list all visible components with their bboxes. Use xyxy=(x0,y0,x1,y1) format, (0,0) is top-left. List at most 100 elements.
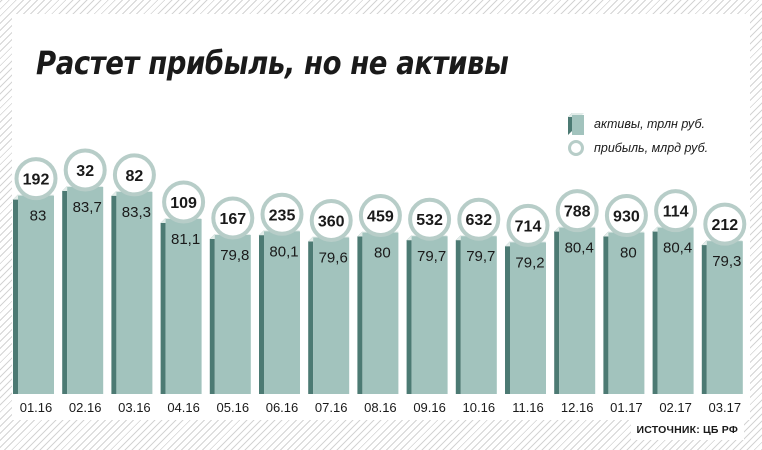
bar-value-label: 79,3 xyxy=(712,253,741,270)
bar-side xyxy=(357,231,363,394)
bar-side xyxy=(455,235,461,394)
bar-group: 83 xyxy=(13,194,54,394)
x-tick-label: 08.16 xyxy=(364,400,397,415)
profit-value-label: 212 xyxy=(711,217,738,234)
profit-circle xyxy=(211,196,255,240)
profit-value-label: 82 xyxy=(126,168,144,185)
bar-side xyxy=(13,194,18,394)
bar-group: 80,4 xyxy=(554,226,596,394)
bar-swatch-icon xyxy=(568,113,584,135)
bar-group: 79,7 xyxy=(406,235,448,394)
profit-circle xyxy=(604,194,648,238)
profit-circle xyxy=(358,194,402,238)
profit-circle xyxy=(703,202,747,246)
bar xyxy=(706,241,743,394)
profit-value-label: 788 xyxy=(564,204,591,221)
x-tick-label: 09.16 xyxy=(413,400,446,415)
profit-circle xyxy=(555,189,599,233)
bar-side xyxy=(111,190,117,394)
profit-value-label: 167 xyxy=(219,211,246,228)
bar xyxy=(608,232,645,394)
x-tick-label: 01.16 xyxy=(20,400,53,415)
bar-group: 80,4 xyxy=(652,226,694,394)
x-tick-label: 03.17 xyxy=(709,400,742,415)
bar-side xyxy=(603,231,609,394)
x-tick-label: 04.16 xyxy=(167,400,200,415)
circle-swatch-icon xyxy=(568,140,584,156)
profit-value-label: 930 xyxy=(613,209,640,226)
bar xyxy=(116,191,153,394)
bar xyxy=(460,236,497,394)
bar-group: 80 xyxy=(357,231,399,394)
bar-group: 80 xyxy=(603,231,645,394)
profit-value-label: 459 xyxy=(367,209,394,226)
profit-circle xyxy=(63,148,107,192)
bar-group: 80,1 xyxy=(259,230,300,394)
x-tick-label: 06.16 xyxy=(266,400,299,415)
x-axis-svg: 01.16 02.16 03.16 04.16 05.16 06.16 07.16 08.16… xyxy=(20,400,742,415)
legend-item-assets: активы, трлн руб. xyxy=(568,113,705,135)
profit-value-label: 360 xyxy=(318,213,345,230)
bar-group: 83,3 xyxy=(111,190,153,394)
bar-side xyxy=(505,241,510,394)
bar xyxy=(657,227,694,394)
bar-side xyxy=(209,234,215,394)
x-tick-label: 12.16 xyxy=(561,400,594,415)
bar-side xyxy=(160,218,166,394)
bar-value-label: 83,3 xyxy=(122,204,151,221)
bar-side xyxy=(62,186,68,394)
profit-circle xyxy=(654,189,698,233)
bar-value-label: 80,1 xyxy=(269,243,298,260)
profit-marker: 109 xyxy=(162,180,206,224)
legend-label-assets: активы, трлн руб. xyxy=(594,117,705,131)
profit-marker: 360 xyxy=(309,198,353,242)
x-axis-band: 01.16 02.16 03.16 04.16 05.16 06.16 07.16 08.16… xyxy=(12,394,750,420)
bar-value-label: 79,6 xyxy=(319,249,348,266)
profit-marker: 235 xyxy=(260,192,304,236)
profit-marker: 459 xyxy=(358,194,402,238)
profit-circle xyxy=(506,203,550,247)
bar-value-label: 79,7 xyxy=(417,248,446,265)
profit-circle xyxy=(457,197,501,241)
chart-svg: 83 83,7 83,3 81,1 79,8 80,1 79,6 80 79,7 79,7 79,2… xyxy=(13,148,747,394)
profit-value-label: 109 xyxy=(170,195,197,212)
bar-value-label: 80 xyxy=(620,245,637,262)
bar-group: 81,1 xyxy=(160,218,202,394)
bar-value-label: 80,4 xyxy=(565,240,594,257)
x-tick-label: 02.16 xyxy=(69,400,102,415)
profit-value-label: 714 xyxy=(515,218,542,235)
bar-side xyxy=(652,226,658,394)
profit-marker: 192 xyxy=(14,157,58,201)
profit-value-label: 235 xyxy=(269,207,296,224)
x-tick-label: 02.17 xyxy=(659,400,692,415)
bar-value-label: 79,7 xyxy=(466,248,495,265)
x-tick-label: 01.17 xyxy=(610,400,643,415)
bar-value-label: 80,4 xyxy=(663,240,692,257)
profit-circle xyxy=(408,197,452,241)
profit-circle xyxy=(162,180,206,224)
bar xyxy=(411,236,448,394)
profit-marker: 632 xyxy=(457,197,501,241)
profit-value-label: 32 xyxy=(76,163,94,180)
bar-value-label: 80 xyxy=(374,245,391,262)
legend-item-profit: прибыль, млрд руб. xyxy=(568,137,708,159)
bar xyxy=(18,195,54,394)
bar xyxy=(67,187,104,394)
bar-group: 79,7 xyxy=(455,235,497,394)
profit-marker: 114 xyxy=(654,189,698,233)
profit-marker: 167 xyxy=(211,196,255,240)
x-tick-label: 07.16 xyxy=(315,400,348,415)
bar xyxy=(313,237,350,394)
profit-circle xyxy=(309,198,353,242)
bar-side xyxy=(259,230,264,394)
profit-marker: 788 xyxy=(555,189,599,233)
profit-marker: 32 xyxy=(63,148,107,192)
bar xyxy=(264,231,300,394)
chart-title: Растет прибыль, но не активы xyxy=(36,44,509,82)
profit-circle xyxy=(14,157,58,201)
bar-side xyxy=(701,240,707,394)
profit-value-label: 114 xyxy=(663,204,689,221)
bar-side xyxy=(554,226,560,394)
bar-group: 79,8 xyxy=(209,234,251,394)
